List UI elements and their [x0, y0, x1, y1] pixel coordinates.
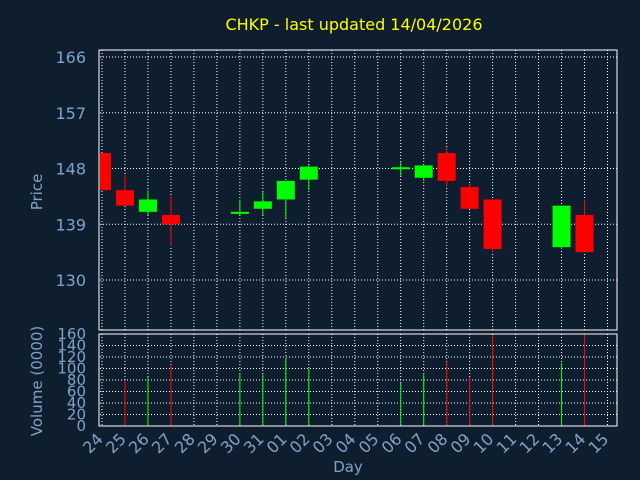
x-tick-label: 15	[585, 429, 613, 457]
volume-tick-label: 120	[57, 348, 86, 366]
candle-body	[276, 180, 295, 200]
volume-tick-label: 20	[67, 406, 86, 424]
volume-tick-label: 40	[67, 394, 86, 412]
price-tick-label: 166	[55, 48, 86, 67]
candles	[100, 146, 594, 253]
volume-tick-label: 140	[57, 337, 86, 355]
volume-tick-label: 0	[76, 417, 86, 435]
volume-axis-label: Volume (0000)	[28, 326, 46, 436]
price-tick-labels: 166 157 148 139 130	[55, 48, 86, 290]
x-tick-labels: 2425262728293031010203040506070809101112…	[79, 429, 612, 457]
price-axis-label: Price	[28, 174, 46, 211]
volume-tick-label: 60	[67, 383, 86, 401]
price-tick-label: 130	[55, 271, 86, 290]
price-tick-label: 157	[55, 104, 86, 123]
volume-bars	[124, 334, 586, 426]
candle-body	[414, 165, 433, 178]
price-plot-frame	[98, 49, 618, 331]
candle-body	[391, 167, 410, 170]
x-axis-label: Day	[333, 458, 363, 476]
candle-body	[100, 153, 111, 191]
price-tick-label: 139	[55, 215, 86, 234]
volume-tick-label: 160	[57, 325, 86, 343]
volume-tick-label: 80	[67, 371, 86, 389]
price-grid	[100, 50, 617, 330]
candle-body	[138, 199, 157, 212]
candle-body	[483, 199, 502, 250]
chart-title: CHKP - last updated 14/04/2026	[225, 15, 482, 34]
volume-plot-frame	[98, 333, 618, 427]
price-tick-label: 148	[55, 160, 86, 179]
volume-grid	[100, 333, 617, 427]
candle-body	[230, 211, 249, 214]
candle-body	[253, 201, 272, 209]
volume-tick-label: 100	[57, 360, 86, 378]
candle-body	[299, 166, 318, 180]
candle-body	[552, 205, 571, 248]
candle-body	[575, 214, 594, 253]
candle-body	[115, 190, 134, 206]
candle-body	[161, 214, 180, 225]
candle-body	[437, 153, 456, 181]
candle-body	[460, 187, 479, 209]
